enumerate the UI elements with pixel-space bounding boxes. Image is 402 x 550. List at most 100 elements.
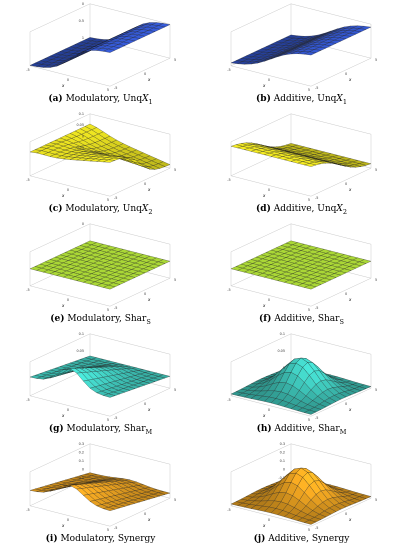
y-tick-label: 5 xyxy=(375,388,377,392)
panel-caption-text: Modulatory, Shar xyxy=(66,424,146,434)
x-axis-label: x xyxy=(262,523,266,528)
panel-caption: (g) Modulatory, SharM xyxy=(0,424,201,435)
y-axis-label: x xyxy=(147,297,151,302)
x-tick-label: 5 xyxy=(107,308,109,312)
z-tick-label: 0.2 xyxy=(280,450,285,454)
x-axis-label: x xyxy=(262,413,266,418)
panel-caption-subscript: 1 xyxy=(342,97,347,106)
surface-mesh xyxy=(29,240,171,290)
y-tick-label: 0 xyxy=(345,182,347,186)
surface-plot-e: 0 -1 -5 -5 0 0 5 5 x x xyxy=(26,222,176,312)
surface-plot-c: 0.1 0.05 0 -0.05 -5 -5 0 0 5 5 x x xyxy=(26,112,176,202)
x-tick-label: 5 xyxy=(107,88,109,92)
y-tick-label: 5 xyxy=(174,168,176,172)
x-axis-label: x xyxy=(262,83,266,88)
x-tick-label: -5 xyxy=(227,288,230,292)
panel-caption-symbol: X xyxy=(141,204,149,214)
y-axis-label: x xyxy=(348,187,352,192)
surface-plot-g: 0.1 0.05 0 -5 -5 0 0 5 5 x x xyxy=(26,332,176,422)
x-tick-label: -5 xyxy=(26,288,29,292)
z-tick-label: 0 xyxy=(283,467,285,471)
panel-caption-label: (e) xyxy=(50,314,65,324)
x-axis-label: x xyxy=(61,523,65,528)
panel-caption-label: (f) xyxy=(259,314,272,324)
z-tick-label: 0 xyxy=(283,366,285,370)
z-tick-label: 0.2 xyxy=(79,450,84,454)
x-axis-label: x xyxy=(61,303,65,308)
x-tick-label: 0 xyxy=(268,408,270,412)
y-tick-label: 5 xyxy=(375,168,377,172)
x-axis-label: x xyxy=(61,83,65,88)
panel-caption-subscript: M xyxy=(145,427,153,436)
y-tick-label: -5 xyxy=(315,526,318,530)
y-tick-label: 0 xyxy=(144,182,146,186)
figure-panel-i: 0.3 0.2 0.1 0 -0.1 -5 -5 0 0 5 5 x x (i) Modulatory, … xyxy=(0,440,201,550)
panel-caption-text: Modulatory, Shar xyxy=(67,314,147,324)
x-tick-label: 5 xyxy=(107,198,109,202)
surface-mesh xyxy=(29,355,171,398)
y-tick-label: -5 xyxy=(315,196,318,200)
x-axis-label: x xyxy=(262,193,266,198)
figure-panel-e: 0 -1 -5 -5 0 0 5 5 x x (e) Modulatory, SharS xyxy=(0,220,201,330)
y-axis-label: x xyxy=(147,517,151,522)
surface-plot-f: -5 -5 0 0 5 5 x x xyxy=(227,223,377,312)
panel-caption-text: Modulatory, Synergy xyxy=(60,534,156,544)
y-axis-label: x xyxy=(147,407,151,412)
x-tick-label: 5 xyxy=(107,418,109,422)
panel-caption: (j) Additive, Synergy xyxy=(201,534,402,545)
z-tick-label: 1 xyxy=(82,36,84,40)
panel-caption-subscript: 2 xyxy=(148,207,153,216)
x-tick-label: 5 xyxy=(107,528,109,532)
panel-caption: (a) Modulatory, UnqX1 xyxy=(0,94,201,105)
z-tick-label: 0 xyxy=(82,222,84,226)
y-tick-label: 0 xyxy=(144,512,146,516)
y-tick-label: 5 xyxy=(174,278,176,282)
surface-mesh xyxy=(230,467,372,525)
surface-mesh xyxy=(230,357,372,415)
z-tick-label: 0 xyxy=(82,2,84,6)
panel-caption-text: Additive, Shar xyxy=(274,424,340,434)
panel-caption-label: (d) xyxy=(256,204,271,214)
panel-caption-text: Additive, Synergy xyxy=(268,534,350,544)
y-tick-label: -5 xyxy=(114,416,117,420)
x-tick-label: -5 xyxy=(26,398,29,402)
figure-panel-j: 0.3 0.2 0.1 0 -0.1 -5 -5 0 0 5 5 x x (j) Additive, Sy… xyxy=(201,440,402,550)
y-tick-label: 5 xyxy=(174,58,176,62)
figure-panel-g: 0.1 0.05 0 -5 -5 0 0 5 5 x x (g) Modulatory, SharM xyxy=(0,330,201,440)
figure-panel-h: 0.1 0.05 0 -5 -5 0 0 5 5 x x (h) Additive, SharM xyxy=(201,330,402,440)
x-tick-label: -5 xyxy=(227,68,230,72)
figure-panel-c: 0.1 0.05 0 -0.05 -5 -5 0 0 5 5 x x (c) Modulatory, U… xyxy=(0,110,201,220)
panel-caption-text: Additive, Shar xyxy=(274,314,340,324)
x-tick-label: 0 xyxy=(268,188,270,192)
x-axis-label: x xyxy=(61,193,65,198)
y-axis-label: x xyxy=(348,517,352,522)
x-tick-label: 0 xyxy=(67,518,69,522)
y-tick-label: 0 xyxy=(144,292,146,296)
y-tick-label: 0 xyxy=(345,402,347,406)
y-axis-label: x xyxy=(348,407,352,412)
panel-caption-symbol: X xyxy=(142,94,149,104)
panel-caption: (h) Additive, SharM xyxy=(201,424,402,435)
z-tick-label: 0 xyxy=(82,134,84,138)
panel-caption-symbol: X xyxy=(336,204,343,214)
x-tick-label: -5 xyxy=(26,68,29,72)
z-tick-label: 0.1 xyxy=(79,332,84,336)
panel-caption-text: Additive, Unq xyxy=(273,94,337,104)
surface-plot-d: -5 -5 0 0 5 5 x x xyxy=(227,113,377,202)
x-tick-label: 5 xyxy=(308,308,310,312)
surface-mesh xyxy=(230,142,372,168)
surface-mesh xyxy=(230,240,372,290)
z-tick-label: 0.5 xyxy=(79,19,84,23)
x-tick-label: 5 xyxy=(308,528,310,532)
panel-caption-subscript: M xyxy=(339,427,347,436)
y-tick-label: -5 xyxy=(114,196,117,200)
panel-caption-subscript: S xyxy=(146,317,151,326)
x-tick-label: 0 xyxy=(268,518,270,522)
y-axis-label: x xyxy=(147,187,151,192)
panel-caption-label: (b) xyxy=(256,94,271,104)
panel-caption: (i) Modulatory, Synergy xyxy=(0,534,201,545)
x-tick-label: 0 xyxy=(67,298,69,302)
y-tick-label: 0 xyxy=(345,72,347,76)
x-tick-label: 0 xyxy=(67,188,69,192)
